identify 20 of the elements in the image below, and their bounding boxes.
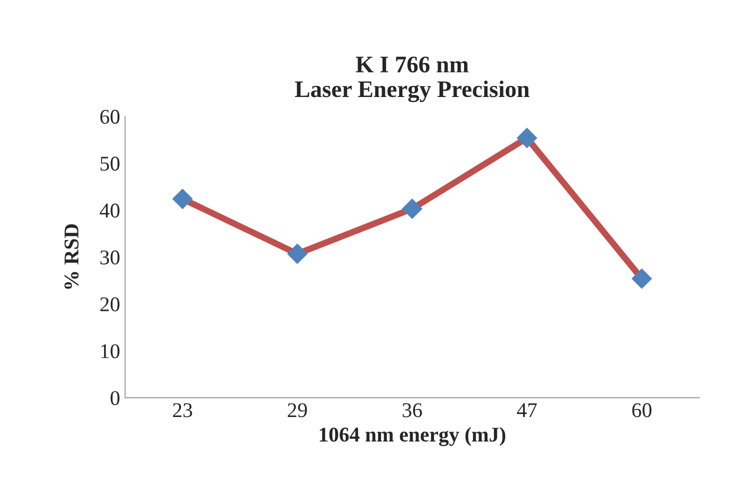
y-tick-label: 60 — [100, 110, 120, 124]
x-tick-label: 47 — [516, 403, 537, 418]
chart-title: K I 766 nm Laser Energy Precision — [294, 56, 530, 102]
y-tick-label: 30 — [100, 250, 120, 264]
x-axis-title: 1064 nm energy (mJ) — [320, 427, 506, 446]
y-tick-label: 50 — [100, 156, 120, 171]
point — [631, 268, 652, 289]
point — [402, 198, 422, 220]
point — [172, 188, 193, 210]
y-tick-label: 10 — [101, 344, 120, 358]
point — [516, 128, 538, 148]
y-tick-label: 20 — [100, 297, 120, 312]
x-tick-label: 29 — [288, 403, 307, 418]
x-tick-label: 60 — [632, 403, 652, 418]
y-axis-title: % RSD — [64, 224, 79, 289]
y-tick-label: 0 — [110, 391, 120, 406]
x-tick-label: 23 — [173, 403, 192, 418]
point — [287, 243, 308, 264]
x-tick-label: 36 — [402, 403, 422, 418]
y-tick-label: 40 — [100, 204, 120, 218]
